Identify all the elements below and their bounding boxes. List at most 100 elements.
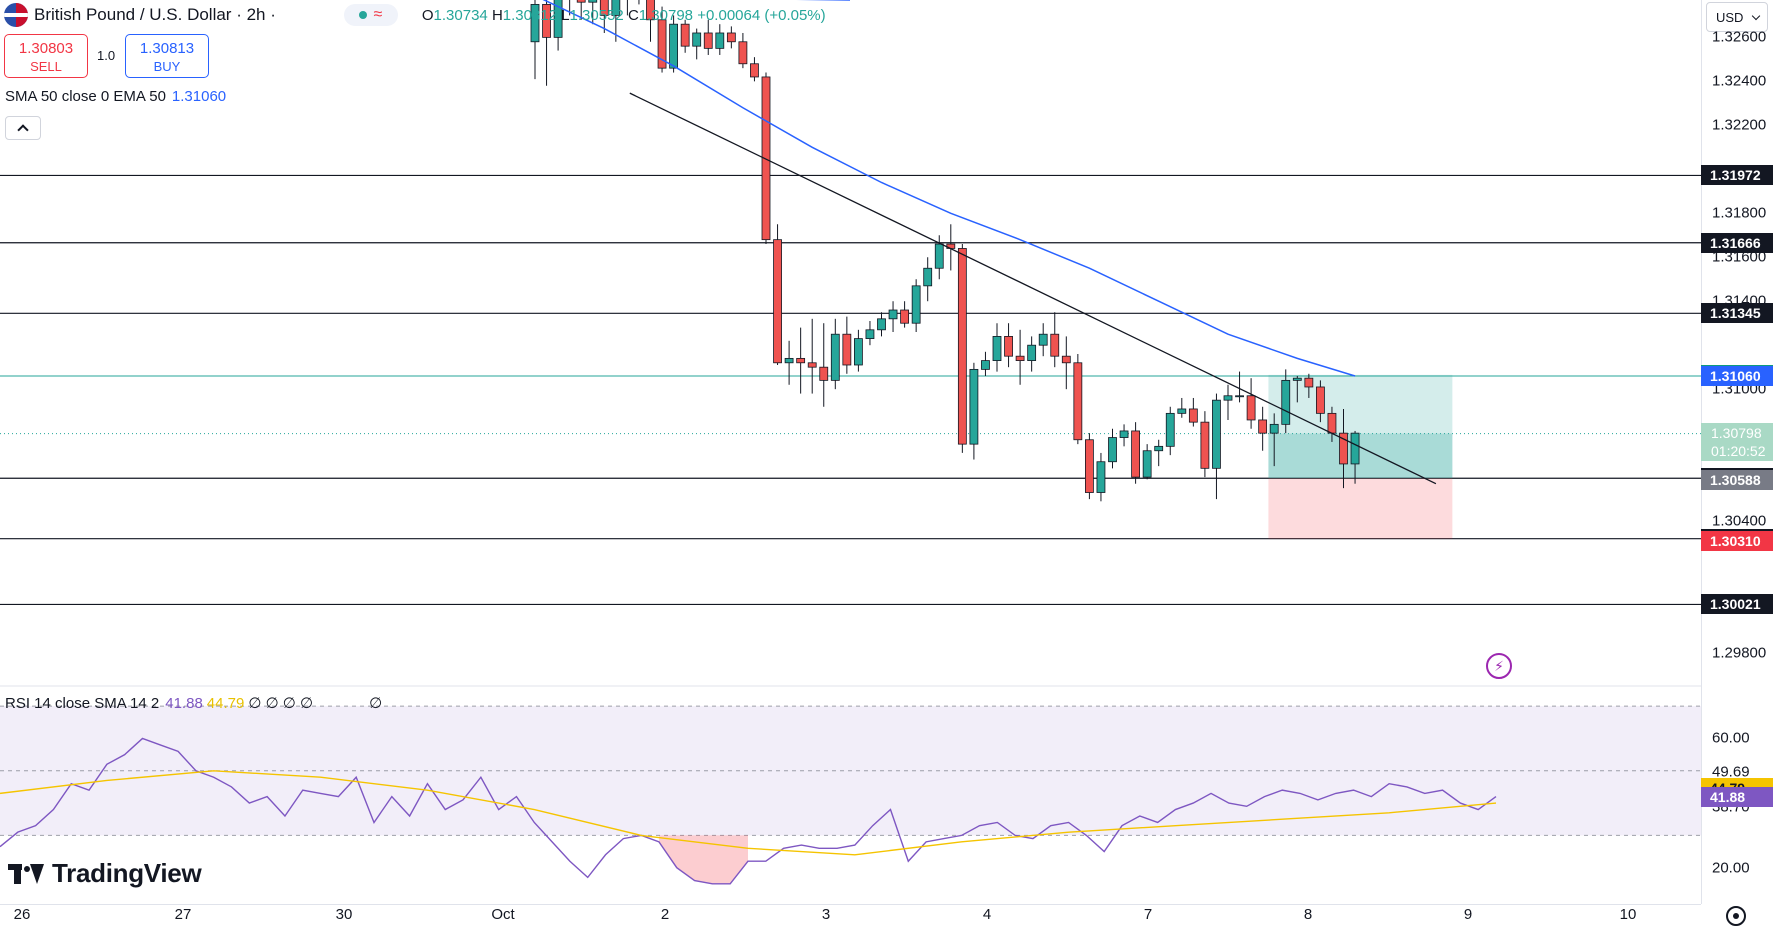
candle-body-21	[773, 239, 782, 364]
sell-price: 1.30803	[18, 40, 74, 57]
price-tick-label: 1.30400	[1712, 512, 1767, 530]
candle-body-31	[888, 309, 898, 320]
market-open-dot-icon	[359, 11, 368, 19]
candles	[530, 0, 1360, 502]
candle-body-41	[1004, 336, 1013, 357]
candle-body-43	[1027, 344, 1037, 361]
time-tick-label: 4	[982, 906, 992, 923]
buy-button[interactable]: 1.30813 BUY	[125, 34, 209, 78]
candle-body-38	[969, 368, 979, 445]
current-price-label: 1.30798 01:20:52	[1701, 422, 1773, 461]
horizontal-levels	[0, 174, 1701, 606]
chart-settings-icon[interactable]	[1726, 906, 1746, 926]
candle-body-70	[1339, 432, 1348, 465]
candle-body-37	[957, 248, 967, 445]
candle-body-2	[553, 0, 563, 38]
candle-body-67	[1304, 377, 1314, 388]
candle-body-17	[726, 32, 736, 43]
candle-body-35	[934, 243, 944, 269]
price-level-label: 1.31345	[1701, 303, 1773, 324]
lightning-bolt-icon[interactable]: ⚡	[1486, 653, 1512, 679]
chart-header: British Pound / U.S. Dollar · 2h · ≈ O1.…	[0, 0, 826, 30]
loss-zone	[1268, 478, 1453, 539]
candle-body-27	[842, 333, 852, 366]
candle-body-19	[750, 63, 759, 78]
logo-text: TradingView	[52, 858, 202, 888]
candle-body-44	[1038, 333, 1048, 346]
time-tick-label: 26	[13, 906, 31, 923]
descending-trendline	[629, 92, 1437, 485]
candle-body-14	[692, 32, 702, 47]
candle-body-49	[1096, 461, 1106, 493]
chevron-up-icon	[17, 124, 29, 136]
sell-button[interactable]: 1.30803 SELL	[4, 34, 88, 78]
candle-body-45	[1050, 333, 1060, 357]
price-level-label: 1.31060	[1701, 365, 1773, 386]
price-level-label: 1.31666	[1701, 232, 1773, 253]
candle-body-25	[819, 366, 829, 381]
symbol-title[interactable]: British Pound / U.S. Dollar · 2h ·	[34, 5, 276, 24]
price-tick-label: 1.32600	[1712, 28, 1767, 46]
candle-body-56	[1177, 408, 1187, 414]
candle-body-62	[1246, 395, 1256, 421]
candle-body-65	[1281, 379, 1291, 425]
candle-body-51	[1119, 430, 1129, 438]
candle-body-46	[1061, 355, 1071, 364]
candle-body-54	[1154, 445, 1164, 452]
tradingview-logo[interactable]: TradingView	[8, 858, 202, 889]
spread-value: 1.0	[97, 48, 116, 63]
time-tick-label: 27	[174, 906, 192, 923]
rsi-line	[0, 737, 1497, 885]
rsi-oversold-fill	[658, 835, 748, 884]
time-axis[interactable]	[0, 904, 1701, 931]
candle-body-23	[796, 357, 806, 364]
price-level-label: 1.30021	[1701, 594, 1773, 615]
price-level-label: 1.31972	[1701, 165, 1773, 186]
profit-zone	[1268, 374, 1453, 479]
candle-body-58	[1200, 421, 1210, 469]
collapse-legend-button[interactable]	[5, 116, 41, 140]
candle-body-50	[1108, 437, 1117, 463]
price-tick-label: 1.32200	[1712, 116, 1767, 134]
time-tick-label: 30	[335, 906, 353, 923]
candle-body-42	[1015, 355, 1025, 361]
buy-price: 1.30813	[139, 40, 195, 57]
candle-body-5	[588, 0, 598, 3]
rsi-tick-label: 20.00	[1712, 859, 1750, 877]
price-tick-label: 1.29800	[1712, 644, 1767, 662]
candle-body-15	[703, 32, 713, 49]
candle-body-55	[1165, 412, 1175, 447]
price-tick-label: 1.32400	[1712, 72, 1767, 90]
time-tick-label: 9	[1463, 906, 1473, 923]
rsi-value-label: 41.88	[1701, 787, 1773, 807]
candle-body-1	[542, 3, 551, 38]
live-wave-icon: ≈	[373, 6, 383, 23]
candle-body-28	[854, 338, 863, 366]
candle-body-68	[1316, 386, 1325, 414]
candle-body-30	[877, 318, 886, 331]
rsi-legend[interactable]: RSI 14 close SMA 14 2 41.88 44.79 ∅ ∅ ∅ ∅ ∅	[5, 695, 383, 712]
candle-body-12	[669, 23, 678, 69]
indicator-lines	[0, 0, 1497, 885]
currency-selector[interactable]: USD	[1706, 2, 1768, 32]
price-level-label: 1.30588	[1701, 469, 1773, 490]
ma-legend[interactable]: SMA 50 close 0 EMA 50 1.31060	[5, 88, 227, 105]
gbp-usd-flag-icon	[4, 3, 28, 27]
market-status-pill[interactable]: ≈	[343, 4, 398, 26]
candle-body-10	[646, 0, 655, 21]
rsi-tick-label: 49.69	[1712, 763, 1750, 781]
candle-body-4	[576, 0, 586, 3]
sell-label: SELL	[30, 59, 62, 74]
rsi-sma-line	[0, 770, 1497, 856]
candle-body-48	[1085, 439, 1094, 493]
candle-body-22	[784, 357, 794, 364]
time-tick-label: 7	[1143, 906, 1153, 923]
candle-body-33	[911, 285, 921, 324]
candle-body-64	[1269, 423, 1279, 434]
time-tick-label: 10	[1619, 906, 1637, 923]
price-tick-label: 1.31800	[1712, 204, 1767, 222]
candle-body-66	[1292, 377, 1302, 381]
chevron-down-icon	[1751, 11, 1761, 21]
tradingview-logo-icon	[8, 863, 44, 884]
